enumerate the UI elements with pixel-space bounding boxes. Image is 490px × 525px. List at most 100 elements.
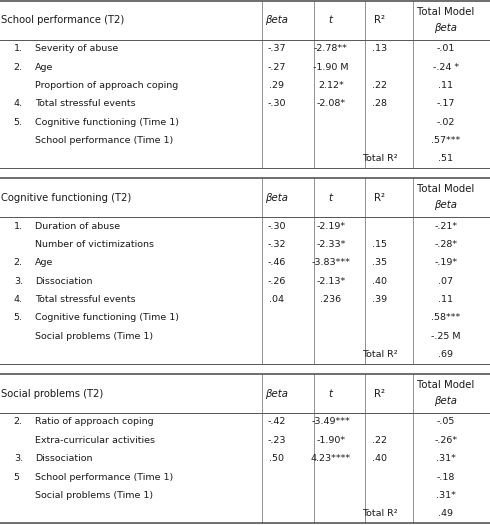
Text: .15: .15 [372,240,387,249]
Text: -.28*: -.28* [434,240,458,249]
Text: School performance (T2): School performance (T2) [1,15,125,25]
Text: 3.: 3. [14,277,23,286]
Text: -.24 *: -.24 * [433,62,459,71]
Text: Total stressful events: Total stressful events [35,295,136,304]
Text: -.17: -.17 [437,99,455,108]
Text: .39: .39 [372,295,387,304]
Text: -.23: -.23 [268,436,286,445]
Text: 5.: 5. [14,118,23,127]
Text: 2.: 2. [14,417,23,426]
Text: Extra-curricular activities: Extra-curricular activities [35,436,155,445]
Text: Social problems (Time 1): Social problems (Time 1) [35,491,153,500]
Text: 1.: 1. [14,222,23,230]
Text: -2.08*: -2.08* [316,99,345,108]
Text: -2.19*: -2.19* [316,222,345,230]
Text: -.19*: -.19* [434,258,458,267]
Text: School performance (Time 1): School performance (Time 1) [35,472,173,481]
Text: t: t [329,15,333,25]
Text: 2.: 2. [14,62,23,71]
Text: .50: .50 [270,454,284,463]
Text: Proportion of approach coping: Proportion of approach coping [35,81,178,90]
Text: -.25 M: -.25 M [431,332,461,341]
Text: .57***: .57*** [431,136,461,145]
Text: Total Model: Total Model [417,380,474,390]
Text: -.05: -.05 [437,417,455,426]
Text: .13: .13 [372,44,387,53]
Text: -.30: -.30 [268,222,286,230]
Text: -2.78**: -2.78** [314,44,348,53]
Text: -.27: -.27 [268,62,286,71]
Text: Age: Age [35,258,53,267]
Text: -2.13*: -2.13* [316,277,345,286]
Text: 5: 5 [14,472,20,481]
Text: .49: .49 [439,509,453,518]
Text: .40: .40 [372,454,387,463]
Text: .22: .22 [372,436,387,445]
Text: Ratio of approach coping: Ratio of approach coping [35,417,154,426]
Text: -1.90*: -1.90* [316,436,345,445]
Text: .51: .51 [439,154,453,163]
Text: School performance (Time 1): School performance (Time 1) [35,136,173,145]
Text: Total R²: Total R² [362,509,397,518]
Text: 4.: 4. [14,99,23,108]
Text: .31*: .31* [436,491,456,500]
Text: .69: .69 [439,350,453,359]
Text: -.01: -.01 [437,44,455,53]
Text: Dissociation: Dissociation [35,454,93,463]
Text: .04: .04 [270,295,284,304]
Text: Total stressful events: Total stressful events [35,99,136,108]
Text: Total Model: Total Model [417,7,474,17]
Text: -1.90 M: -1.90 M [313,62,348,71]
Text: t: t [329,193,333,203]
Text: -.30: -.30 [268,99,286,108]
Text: .29: .29 [270,81,284,90]
Text: .31*: .31* [436,454,456,463]
Text: R²: R² [374,15,385,25]
Text: Total R²: Total R² [362,154,397,163]
Text: βeta: βeta [435,396,457,406]
Text: .11: .11 [439,81,453,90]
Text: .35: .35 [372,258,387,267]
Text: -.21*: -.21* [434,222,458,230]
Text: Duration of abuse: Duration of abuse [35,222,121,230]
Text: Cognitive functioning (Time 1): Cognitive functioning (Time 1) [35,313,179,322]
Text: t: t [329,388,333,398]
Text: βeta: βeta [435,201,457,211]
Text: -3.49***: -3.49*** [311,417,350,426]
Text: βeta: βeta [266,193,288,203]
Text: R²: R² [374,388,385,398]
Text: Total R²: Total R² [362,350,397,359]
Text: -.46: -.46 [268,258,286,267]
Text: 2.: 2. [14,258,23,267]
Text: Severity of abuse: Severity of abuse [35,44,119,53]
Text: 3.: 3. [14,454,23,463]
Text: -.18: -.18 [437,472,455,481]
Text: 1.: 1. [14,44,23,53]
Text: βeta: βeta [266,388,288,398]
Text: -3.83***: -3.83*** [311,258,350,267]
Text: -.32: -.32 [268,240,286,249]
Text: -.42: -.42 [268,417,286,426]
Text: -.26*: -.26* [434,436,458,445]
Text: Cognitive functioning (Time 1): Cognitive functioning (Time 1) [35,118,179,127]
Text: .07: .07 [439,277,453,286]
Text: Age: Age [35,62,53,71]
Text: -.26: -.26 [268,277,286,286]
Text: βeta: βeta [266,15,288,25]
Text: 2.12*: 2.12* [318,81,343,90]
Text: R²: R² [374,193,385,203]
Text: -.02: -.02 [437,118,455,127]
Text: Social problems (Time 1): Social problems (Time 1) [35,332,153,341]
Text: Cognitive functioning (T2): Cognitive functioning (T2) [1,193,132,203]
Text: .22: .22 [372,81,387,90]
Text: 5.: 5. [14,313,23,322]
Text: .58***: .58*** [431,313,461,322]
Text: Total Model: Total Model [417,184,474,194]
Text: .11: .11 [439,295,453,304]
Text: βeta: βeta [435,23,457,33]
Text: Number of victimizations: Number of victimizations [35,240,154,249]
Text: Social problems (T2): Social problems (T2) [1,388,104,398]
Text: -2.33*: -2.33* [316,240,345,249]
Text: 4.23****: 4.23**** [311,454,351,463]
Text: Dissociation: Dissociation [35,277,93,286]
